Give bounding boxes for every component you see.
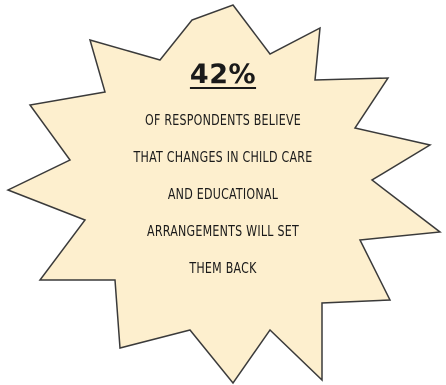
statement-line-2: THAT CHANGES IN CHILD CARE [133,148,313,166]
starburst-outline [6,4,442,385]
statement-line-1: OF RESPONDENTS BELIEVE [144,111,302,129]
statement-line-3: AND EDUCATIONAL [167,185,279,203]
statement-line-4: ARRANGEMENTS WILL SET [147,222,299,240]
statement-line-5: THEM BACK [189,259,257,277]
badge-text-block: 42% OF RESPONDENTS BELIEVE THAT CHANGES … [98,58,348,287]
stat-value: 42% [189,59,257,90]
